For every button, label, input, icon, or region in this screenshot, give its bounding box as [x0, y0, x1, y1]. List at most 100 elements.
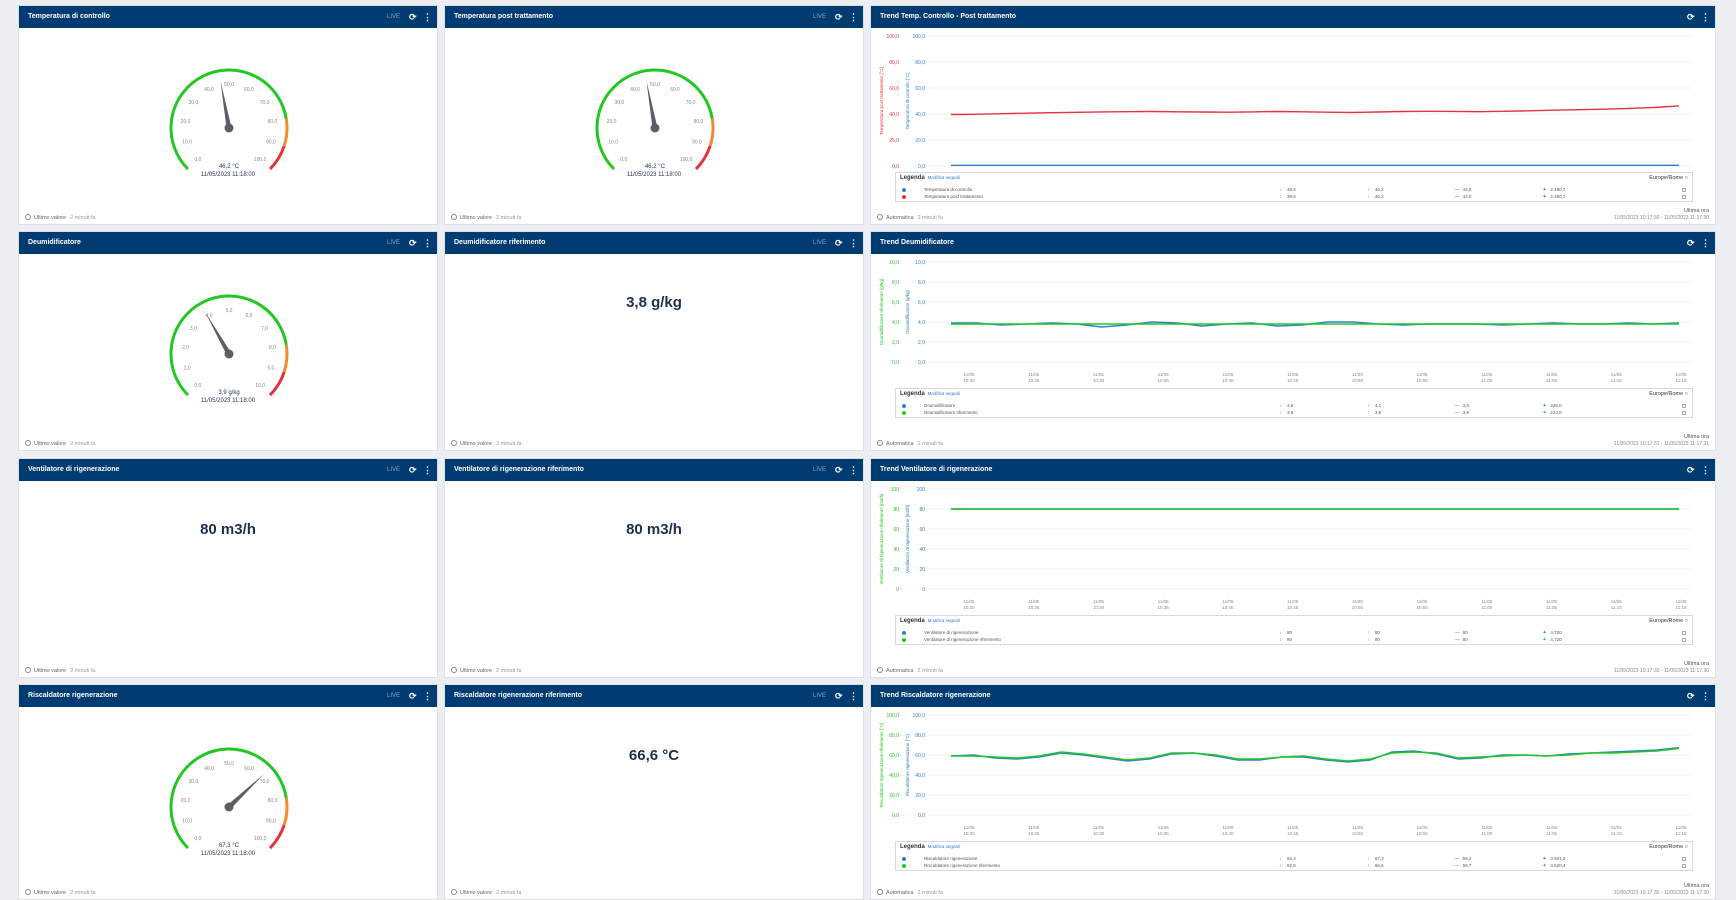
refresh-icon[interactable]: ⟳	[835, 12, 843, 22]
series-name: Riscaldatore rigenerazione riferimento	[924, 863, 1001, 868]
panel-footer: Ultimo valore 2 minuti fa	[451, 440, 521, 447]
gauge-tick-label: 7,0	[261, 326, 268, 332]
x-axis-tick: 10:20	[963, 378, 975, 383]
gauge-zone-orange	[282, 118, 289, 147]
gauge-needle	[205, 312, 232, 356]
visibility-checkbox[interactable]	[1682, 631, 1686, 635]
visibility-checkbox[interactable]	[1682, 864, 1686, 868]
right-axis-tick: 40,0	[915, 773, 925, 779]
gauge-tick-label: 6,0	[245, 313, 252, 319]
gauge-tick-label: 90,0	[266, 819, 276, 825]
visibility-checkbox[interactable]	[1682, 857, 1686, 861]
legend-row[interactable]: Riscaldatore rigenerazione ↓ 52,4 ↑ 67,3 —59,…	[896, 856, 1692, 863]
x-axis-tick: 11/05	[1546, 599, 1557, 604]
visibility-checkbox[interactable]	[1682, 404, 1686, 408]
x-axis-tick: 11/05	[1028, 372, 1039, 377]
refresh-icon[interactable]: ⟳	[409, 465, 417, 475]
gauge-tick-label: 80,0	[268, 798, 278, 804]
legend-row[interactable]: Temperatura post trattamento ↓ 39,6 ↑ 46,2 —4…	[896, 194, 1692, 201]
refresh-icon[interactable]: ⟳	[1687, 12, 1695, 22]
x-axis-tick: 11/05	[1093, 599, 1104, 604]
gauge-zone-red	[268, 371, 286, 397]
kebab-menu-icon[interactable]: ⋮	[1701, 465, 1710, 475]
visibility-checkbox[interactable]	[1682, 195, 1686, 199]
visibility-checkbox[interactable]	[1682, 188, 1686, 192]
kebab-menu-icon[interactable]: ⋮	[423, 691, 432, 701]
avg-icon: —	[1454, 194, 1460, 200]
gauge-zone-green	[169, 747, 288, 850]
x-axis-tick: 10:50	[1352, 378, 1364, 383]
panel-trend-vent-header: Trend Ventilatore di rigenerazione ⟳ ⋮	[871, 459, 1715, 481]
kebab-menu-icon[interactable]: ⋮	[423, 12, 432, 22]
footer-ago: 2 minuti fa	[917, 668, 943, 674]
legend-edit-link[interactable]: Modifica segnali	[927, 175, 960, 180]
gauge-tick-label: 100,0	[254, 836, 267, 842]
series-max: 80	[1374, 637, 1380, 642]
refresh-icon[interactable]: ⟳	[1687, 691, 1695, 701]
refresh-icon[interactable]: ⟳	[1687, 465, 1695, 475]
gauge-tick-label: 10,0	[182, 819, 192, 825]
right-axis-tick: 0,0	[918, 813, 925, 819]
right-axis-tick: 20,0	[915, 793, 925, 799]
x-axis-tick: 11/05	[1417, 599, 1428, 604]
x-axis-tick: 11/05	[1352, 372, 1363, 377]
refresh-icon[interactable]: ⟳	[409, 12, 417, 22]
x-axis-tick: 10:30	[1093, 831, 1105, 836]
gauge-zone-orange	[282, 344, 289, 373]
legend-edit-link[interactable]: Modifica segnali	[927, 844, 960, 849]
gauge-tick-label: 90,0	[266, 140, 276, 146]
kebab-menu-icon[interactable]: ⋮	[1701, 12, 1710, 22]
refresh-icon[interactable]: ⟳	[409, 238, 417, 248]
series-avg: 80	[1462, 630, 1468, 635]
legend-row[interactable]: Ventilatore di rigenerazione ↓ 80 ↑ 80—80 ✦ 4.…	[896, 630, 1692, 637]
gauge-zone-orange	[708, 118, 715, 147]
x-axis-tick: 11/05	[1093, 825, 1104, 830]
right-axis-tick: 6,0	[918, 300, 925, 306]
visibility-checkbox[interactable]	[1682, 638, 1686, 642]
left-axis-tick: 80,0	[889, 60, 899, 66]
legend-edit-link[interactable]: Modifica segnali	[927, 391, 960, 396]
visibility-checkbox[interactable]	[1682, 411, 1686, 415]
panel-footer: Automatica 2 minuti fa	[877, 440, 943, 447]
refresh-icon[interactable]: ⟳	[1687, 238, 1695, 248]
x-axis-tick: 11/05	[1611, 825, 1622, 830]
kebab-menu-icon[interactable]: ⋮	[423, 465, 432, 475]
refresh-icon[interactable]: ⟳	[835, 691, 843, 701]
series-avg: 3,8	[1462, 403, 1469, 408]
min-arrow-icon: ↓	[1279, 856, 1282, 862]
clock-icon	[877, 667, 883, 673]
legend-row[interactable]: Riscaldatore rigenerazione riferimento ↓ 5…	[896, 863, 1692, 870]
legend-row[interactable]: Temperatura di controllo ↓ 39,6 ↑ 46,2 —42,0 ✦…	[896, 187, 1692, 194]
min-arrow-icon: ↓	[1279, 863, 1282, 869]
kebab-menu-icon[interactable]: ⋮	[849, 12, 858, 22]
kebab-menu-icon[interactable]: ⋮	[1701, 691, 1710, 701]
refresh-icon[interactable]: ⟳	[835, 238, 843, 248]
kebab-menu-icon[interactable]: ⋮	[849, 691, 858, 701]
kebab-menu-icon[interactable]: ⋮	[1701, 238, 1710, 248]
series-sum: 2.480,7	[1550, 194, 1566, 199]
kebab-menu-icon[interactable]: ⋮	[849, 238, 858, 248]
refresh-icon[interactable]: ⟳	[409, 691, 417, 701]
gauge-tick-label: 8,0	[269, 345, 276, 351]
legend-edit-link[interactable]: Modifica segnali	[927, 618, 960, 623]
legend-row[interactable]: Deumidificatore ↓ 3,5 ↑ 4,1 —3,8 ✦ 225,0	[896, 403, 1692, 410]
gauge-tick-label: 30,0	[189, 779, 199, 785]
legend-row[interactable]: Deumidificatore riferimento ↓ 3,5 ↑ 3,8—3,8 ✦…	[896, 410, 1692, 417]
footer-ago: 2 minuti fa	[917, 441, 943, 447]
panel-trend-temp: Trend Temp. Controllo - Post trattamento…	[870, 5, 1716, 225]
panel-trend-vent: Trend Ventilatore di rigenerazione ⟳ ⋮ 100 1…	[870, 458, 1716, 678]
timezone-label: Europe/Rome ○	[1649, 391, 1688, 397]
x-axis-tick: 11/05	[1546, 825, 1557, 830]
legend-row[interactable]: Ventilatore di rigenerazione riferimento…	[896, 637, 1692, 644]
refresh-icon[interactable]: ⟳	[835, 465, 843, 475]
x-axis-tick: 11/05	[1158, 825, 1169, 830]
panel-vent-rif-header: Ventilatore di rigenerazione riferimento…	[445, 459, 863, 481]
left-axis-tick: 2,0	[892, 340, 899, 346]
panel-vent-rif-title: Ventilatore di rigenerazione riferimento	[454, 466, 584, 473]
kebab-menu-icon[interactable]: ⋮	[849, 465, 858, 475]
live-indicator: LIVE	[813, 467, 827, 473]
right-axis-tick: 80,0	[915, 733, 925, 739]
right-axis-tick: 20,0	[915, 138, 925, 144]
gauge-zone-green	[169, 68, 288, 171]
kebab-menu-icon[interactable]: ⋮	[423, 238, 432, 248]
